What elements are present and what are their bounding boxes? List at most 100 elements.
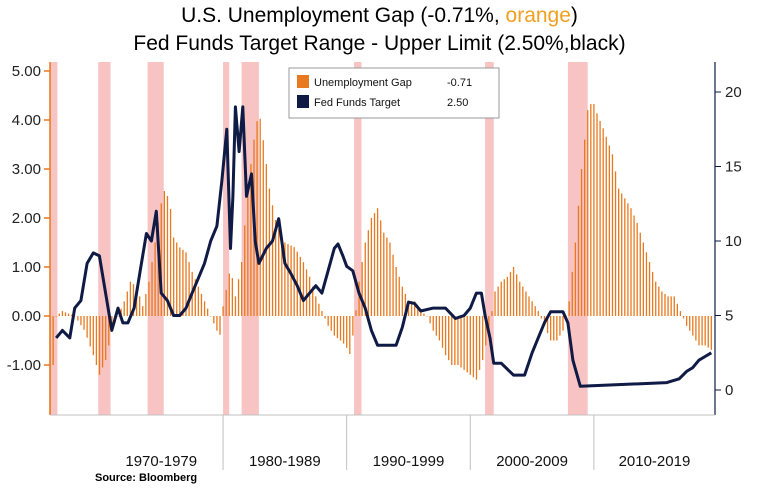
gap-bar [491,311,493,316]
gap-bar [392,254,394,316]
left-tick-label: 5.00 [12,63,41,80]
gap-bar [692,316,694,336]
gap-bar [176,242,178,316]
left-tick-label: -1.00 [7,357,41,374]
gap-bar [627,203,629,316]
gap-bar [237,279,240,316]
recession-band [223,62,230,415]
gap-bar [219,316,221,335]
gap-bar [454,316,456,365]
legend: Unemployment Gap -0.71 Fed Funds Target … [288,67,500,119]
gap-bar [698,316,700,346]
gap-bar [695,316,697,341]
gap-bar [414,301,416,316]
gap-bar [407,301,410,316]
gap-bar [290,245,292,316]
decade-label: 1970-1979 [125,453,197,470]
gap-bar [621,193,623,316]
gap-bar [389,242,391,316]
gap-bar [327,316,329,326]
gap-bar [61,311,64,316]
gap-bar [673,296,675,316]
gap-bar [648,262,651,316]
gap-bar [577,205,580,316]
gap-bar [77,316,79,321]
gap-bar [457,316,459,365]
gap-bar [262,140,264,316]
gap-bar [370,218,373,316]
gap-bar [472,316,475,378]
gap-bar [342,316,345,344]
gap-bar [58,313,60,316]
chart-title-line-1: U.S. Unemployment Gap (-0.71%, orange) [0,4,759,28]
gap-bar [367,230,369,316]
gap-bar [163,191,166,316]
decade-label: 2000-2009 [496,453,568,470]
gap-bar [689,316,691,331]
gap-bar [503,279,505,316]
gap-bar [404,293,407,316]
gap-bar [466,316,468,373]
left-axis: -1.00 0.00 1.00 2.00 3.00 4.00 5.00 [7,63,50,374]
gap-bar [679,311,682,316]
recession-band [50,62,58,415]
gap-bar [145,293,147,316]
decade-labels: 1970-1979 1980-1989 1990-1999 2000-2009 2010… [125,453,690,470]
gap-bar [330,316,332,331]
gap-bar [661,291,663,316]
gap-bar [173,237,175,316]
gap-bar [608,145,611,316]
gap-bar [537,311,539,316]
legend-label-gap: Unemployment Gap [314,77,412,89]
gap-bar [432,316,434,331]
decade-label: 1990-1999 [373,453,445,470]
gap-bar [429,316,431,324]
gap-bar [599,120,601,316]
gap-bar [448,316,450,361]
gap-bar [268,188,271,316]
gap-bar [139,296,141,316]
gap-bar [86,316,88,338]
legend-value-fed: 2.50 [447,97,468,109]
gap-bar [624,198,626,316]
gap-bar [222,306,224,316]
gap-bar [265,164,268,316]
gap-bar [259,118,261,317]
fed-funds-series [55,105,713,388]
gap-bar [197,286,200,316]
gap-bar [169,209,172,316]
gap-bar [596,113,598,316]
gap-bar [244,225,246,316]
gap-bar [497,286,499,316]
gap-bar [55,316,57,317]
gap-bar [64,312,67,316]
gap-bar [376,208,379,316]
gap-bar [401,286,403,316]
gap-bar [142,306,144,316]
recession-band [567,62,588,415]
gap-bar [642,242,645,316]
fed-funds-line [55,105,713,388]
gap-bar [182,249,184,316]
recession-band [147,62,164,415]
gap-bar [602,128,604,316]
legend-box [288,67,500,119]
gap-bar [92,316,94,356]
decade-label: 2010-2019 [619,453,691,470]
gap-bar [89,316,91,347]
source-note: Source: Bloomberg [95,472,198,484]
gap-bar [346,316,348,348]
gap-bar [228,273,230,316]
gap-bar [250,164,252,316]
gap-bar [485,316,487,346]
gap-bar [574,242,577,316]
gap-bar [701,316,703,346]
gap-bar [655,281,657,316]
gap-bar [435,316,437,336]
gap-bar [185,252,187,316]
gap-bar [105,316,107,361]
gap-bar [318,303,320,316]
gap-bar [605,136,607,316]
gap-bar [67,313,70,316]
legend-swatch-gap [297,75,309,88]
